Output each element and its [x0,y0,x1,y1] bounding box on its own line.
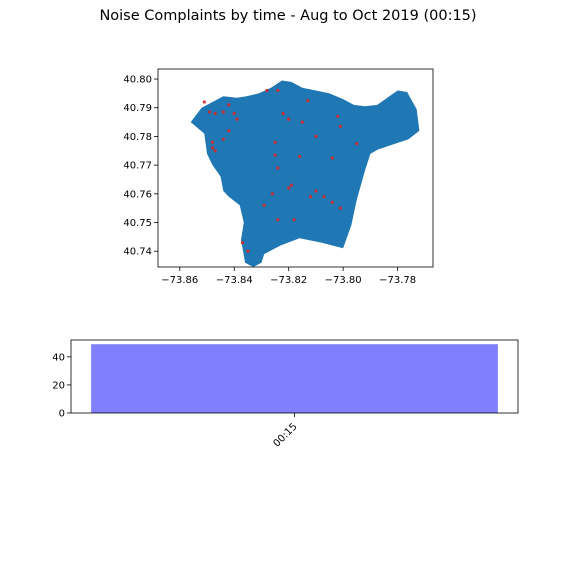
complaint-point [208,110,212,114]
bar [91,344,498,413]
complaint-point [276,88,280,93]
complaint-point [202,100,206,104]
complaint-point [314,189,318,193]
complaint-point [314,134,318,138]
y-tick-label: 40.76 [123,189,152,200]
y-tick-label: 40.77 [123,161,152,172]
y-tick-label: 40.75 [123,218,152,229]
complaint-point [265,88,269,93]
y-tick-label: 0 [59,409,65,420]
x-tick-label: −73.78 [379,275,416,286]
complaint-point [292,218,296,222]
y-tick-label: 40.78 [123,132,152,143]
complaint-point [235,117,239,121]
y-tick-label: 40.74 [123,247,152,258]
complaint-point [338,206,342,210]
complaint-point [210,140,215,144]
x-tick-label: −73.86 [161,275,198,286]
complaint-point [281,111,285,116]
x-tick-label: −73.82 [270,275,307,286]
complaint-point [322,195,326,199]
complaint-point [355,142,359,146]
complaint-point [298,154,302,159]
complaint-point [287,117,291,121]
complaint-point [232,111,236,116]
complaint-point [221,137,225,141]
complaint-point [227,129,231,133]
complaint-point [300,120,304,124]
x-tick-label: −73.80 [325,275,362,286]
figure-title: Noise Complaints by time - Aug to Oct 20… [99,8,477,24]
complaint-point [240,241,244,245]
complaint-point [273,153,277,157]
complaint-point [336,114,340,118]
complaint-point [246,249,250,253]
complaint-point [287,186,291,190]
bar-frame [70,339,519,414]
complaint-point [306,99,310,103]
complaint-point [308,195,313,199]
y-tick-label: 40.79 [123,103,152,114]
complaint-point [330,156,334,160]
x-tick-label: −73.84 [216,275,253,286]
complaint-point [221,110,225,114]
complaint-point [276,166,280,170]
complaint-point [227,103,231,107]
map-frame [157,68,434,268]
region-shape [190,80,420,267]
y-tick-label: 20 [52,380,65,391]
complaint-point [330,200,334,204]
complaint-point [262,203,266,207]
complaint-point [213,111,217,116]
complaint-point [273,140,277,144]
complaint-point [210,146,215,150]
y-tick-label: 40 [52,352,65,363]
bar-panel: 00:15 0 20 40 [52,339,519,450]
complaint-point [270,192,274,196]
complaint-point [338,124,342,128]
y-tick-label: 40.80 [123,75,152,86]
complaint-point [289,183,293,187]
complaint-point [213,149,217,153]
x-tick-label: 00:15 [271,421,299,449]
complaint-point [276,218,280,222]
map-panel: −73.86 −73.84 −73.82 −73.80 −73.78 40.74 40.75… [123,68,434,286]
